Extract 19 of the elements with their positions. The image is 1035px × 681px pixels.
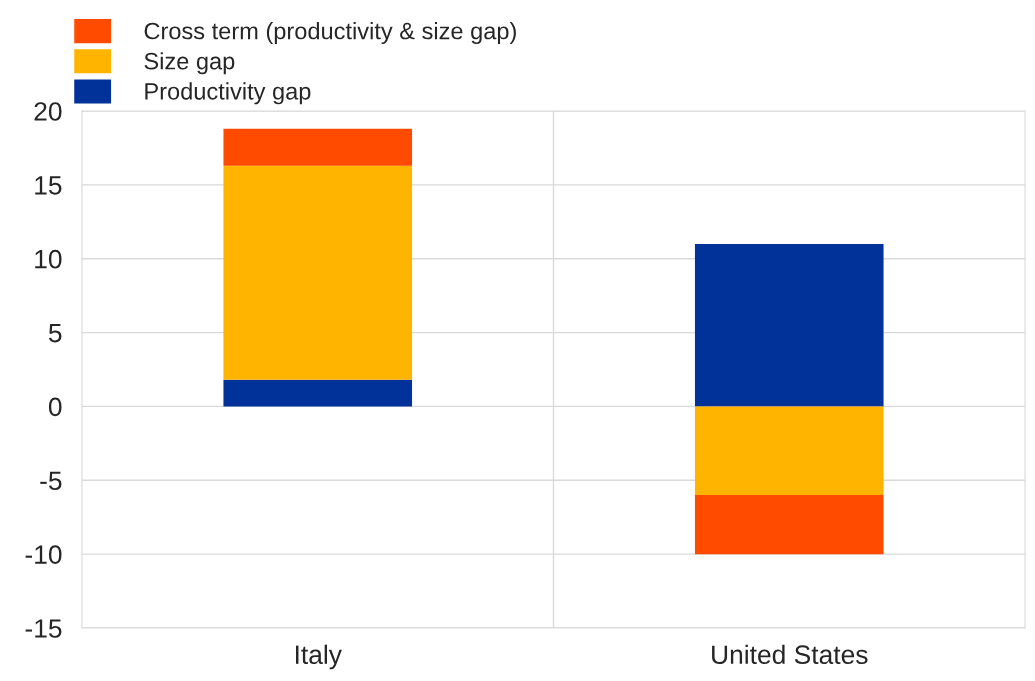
legend-label: Productivity gap: [145, 82, 311, 105]
y-tick-label: -5: [40, 471, 62, 491]
x-tick-label: Italy: [295, 644, 342, 670]
y-tick-label: -10: [25, 545, 62, 564]
bar: [223, 379, 413, 407]
y-tick-label: 0: [48, 397, 62, 417]
legend-label: Size gap: [144, 52, 235, 75]
legend-label: Cross term (productivity & size gap): [144, 22, 516, 45]
bar: [223, 165, 413, 380]
bar: [694, 406, 884, 496]
bar: [694, 243, 884, 407]
bar: [694, 495, 884, 555]
y-tick-label: 20: [34, 102, 62, 121]
y-tick-label: 5: [48, 323, 62, 343]
y-tick-label: 15: [35, 176, 62, 195]
x-tick-label: United States: [712, 644, 868, 665]
bar: [223, 128, 413, 166]
y-tick-label: -15: [25, 619, 62, 638]
y-tick-label: 10: [35, 249, 62, 269]
